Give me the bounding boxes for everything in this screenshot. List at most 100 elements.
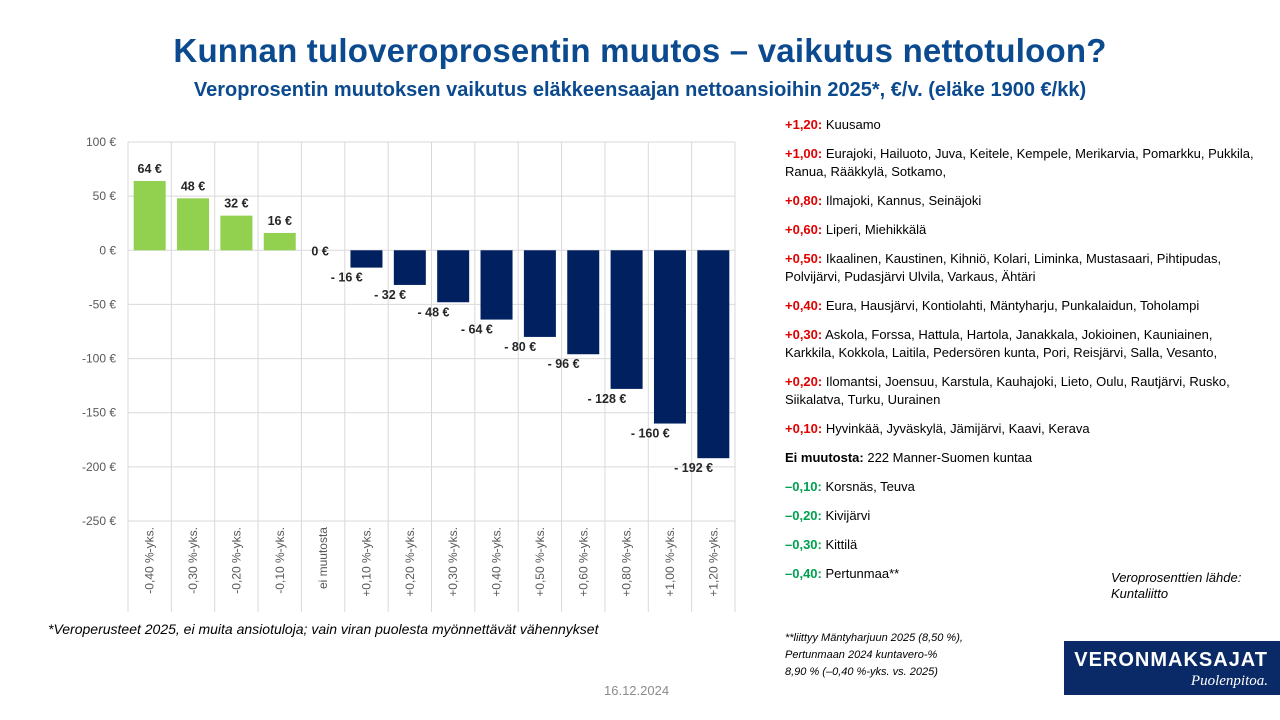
x-tick-label: +0,50 %-yks. <box>533 527 547 597</box>
change-amount: +0,20: <box>785 374 823 389</box>
data-label: - 160 € <box>631 427 670 441</box>
source-line: Veroprosenttien lähde: <box>1111 570 1242 585</box>
bar <box>697 250 730 459</box>
note-line: 8,90 % (–0,40 %-yks. vs. 2025) <box>785 666 938 678</box>
y-tick-label: 50 € <box>93 189 117 203</box>
bar <box>567 250 600 355</box>
change-entry: –0,10: Korsnäs, Teuva <box>785 478 1255 496</box>
y-tick-label: -200 € <box>82 460 116 474</box>
x-tick-label: +1,00 %-yks. <box>663 527 677 597</box>
change-entry: +0,10: Hyvinkää, Jyväskylä, Jämijärvi, K… <box>785 420 1255 438</box>
veronmaksajat-logo: VERONMAKSAJAT Puolenpitoa. <box>1064 641 1280 695</box>
data-label: - 64 € <box>461 323 493 337</box>
data-label: - 192 € <box>674 461 713 475</box>
data-label: - 128 € <box>587 392 626 406</box>
municipality-change-list: +1,20: Kuusamo +1,00: Eurajoki, Hailuoto,… <box>785 116 1255 594</box>
x-tick-label: -0,40 %-yks. <box>143 527 157 594</box>
bar <box>653 250 686 424</box>
change-entry: +0,50: Ikaalinen, Kaustinen, Kihniö, Kol… <box>785 250 1255 286</box>
page-title: Kunnan tuloveroprosentin muutos – vaikut… <box>173 32 1107 69</box>
y-tick-label: -100 € <box>82 352 116 366</box>
change-entry: –0,30: Kittilä <box>785 536 1255 554</box>
y-tick-label: 100 € <box>86 135 116 149</box>
y-tick-label: 0 € <box>99 243 116 257</box>
data-label: 0 € <box>311 244 328 258</box>
bar <box>220 215 253 251</box>
source-line: Kuntaliitto <box>1111 586 1169 601</box>
change-amount: +0,10: <box>785 421 823 436</box>
change-entry: –0,20: Kivijärvi <box>785 507 1255 525</box>
change-amount: –0,10: <box>785 479 822 494</box>
change-amount: –0,30: <box>785 537 822 552</box>
change-amount: +0,40: <box>785 298 823 313</box>
x-tick-label: +0,80 %-yks. <box>620 527 634 597</box>
change-entry: Ei muutosta: 222 Manner-Suomen kuntaa <box>785 449 1255 467</box>
data-label: 16 € <box>268 214 292 228</box>
bar <box>177 198 210 251</box>
source-note: Veroprosenttien lähde: Kuntaliitto <box>1111 570 1271 602</box>
change-entry: –0,40: Pertunmaa** <box>785 565 1255 583</box>
x-tick-label: -0,20 %-yks. <box>229 527 243 594</box>
bar <box>350 250 383 268</box>
change-amount: –0,20: <box>785 508 822 523</box>
x-tick-label: -0,10 %-yks. <box>273 527 287 594</box>
bar <box>393 250 426 285</box>
note-line: Pertunmaan 2024 kuntavero-% <box>785 649 938 661</box>
x-tick-label: ei muutosta <box>316 527 330 589</box>
bar <box>610 250 643 389</box>
change-entry: +1,00: Eurajoki, Hailuoto, Juva, Keitele… <box>785 145 1255 181</box>
municipality-names: Korsnäs, Teuva <box>821 479 915 494</box>
municipality-names: Eura, Hausjärvi, Kontiolahti, Mäntyharju… <box>822 298 1200 313</box>
page-subtitle: Veroprosentin muutoksen vaikutus eläkkee… <box>193 79 1087 101</box>
change-entry: +0,60: Liperi, Miehikkälä <box>785 221 1255 239</box>
municipality-names: Hyvinkää, Jyväskylä, Jämijärvi, Kaavi, K… <box>822 421 1090 436</box>
change-amount: +0,80: <box>785 193 823 208</box>
change-entry: +0,40: Eura, Hausjärvi, Kontiolahti, Män… <box>785 297 1255 315</box>
data-label: - 96 € <box>548 357 580 371</box>
change-amount: Ei muutosta: <box>785 450 864 465</box>
x-tick-label: +0,10 %-yks. <box>359 527 373 597</box>
municipality-names: Ikaalinen, Kaustinen, Kihniö, Kolari, Li… <box>785 251 1222 284</box>
bar-chart: 64 €48 €32 €16 €0 €- 16 €- 32 €- 48 €- 6… <box>82 135 736 612</box>
municipality-names: Ilomantsi, Joensuu, Karstula, Kauhajoki,… <box>785 374 1230 407</box>
note-line: **liittyy Mäntyharjuun 2025 (8,50 %), <box>785 632 963 644</box>
change-entry: +0,30: Askola, Forssa, Hattula, Hartola,… <box>785 326 1255 362</box>
bar <box>480 250 513 320</box>
bar <box>437 250 470 303</box>
x-tick-label: +0,30 %-yks. <box>446 527 460 597</box>
y-tick-label: -150 € <box>82 406 116 420</box>
change-amount: –0,40: <box>785 566 822 581</box>
change-entry: +1,20: Kuusamo <box>785 116 1255 134</box>
data-label: 48 € <box>181 179 205 193</box>
change-amount: +1,20: <box>785 117 823 132</box>
x-tick-label: +0,60 %-yks. <box>576 527 590 597</box>
bar <box>263 232 296 251</box>
municipality-names: 222 Manner-Suomen kuntaa <box>863 450 1033 465</box>
data-label: - 16 € <box>331 271 363 285</box>
pertunmaa-note: **liittyy Mäntyharjuun 2025 (8,50 %), Pe… <box>785 630 1015 681</box>
x-tick-label: +1,20 %-yks. <box>706 527 720 597</box>
change-entry: +0,20: Ilomantsi, Joensuu, Karstula, Kau… <box>785 373 1255 409</box>
municipality-names: Kuusamo <box>822 117 881 132</box>
bar <box>133 180 166 251</box>
data-label: - 80 € <box>504 340 536 354</box>
bar <box>523 250 556 337</box>
municipality-names: Eurajoki, Hailuoto, Juva, Keitele, Kempe… <box>785 146 1254 179</box>
change-entry: +0,80: Ilmajoki, Kannus, Seinäjoki <box>785 192 1255 210</box>
municipality-names: Ilmajoki, Kannus, Seinäjoki <box>822 193 982 208</box>
x-tick-label: +0,40 %-yks. <box>490 527 504 597</box>
municipality-names: Kivijärvi <box>821 508 871 523</box>
date-label: 16.12.2024 <box>604 683 670 698</box>
footnote: *Veroperusteet 2025, ei muita ansiotuloj… <box>48 621 599 637</box>
municipality-names: Kittilä <box>821 537 858 552</box>
data-label: 32 € <box>224 197 248 211</box>
y-tick-label: -50 € <box>89 297 117 311</box>
logo-name: VERONMAKSAJAT <box>1074 649 1268 671</box>
x-tick-label: +0,20 %-yks. <box>403 527 417 597</box>
change-amount: +1,00: <box>785 146 823 161</box>
change-amount: +0,50: <box>785 251 823 266</box>
x-tick-label: -0,30 %-yks. <box>186 527 200 594</box>
y-tick-label: -250 € <box>82 514 116 528</box>
data-label: - 32 € <box>374 288 406 302</box>
data-label: 64 € <box>138 162 162 176</box>
